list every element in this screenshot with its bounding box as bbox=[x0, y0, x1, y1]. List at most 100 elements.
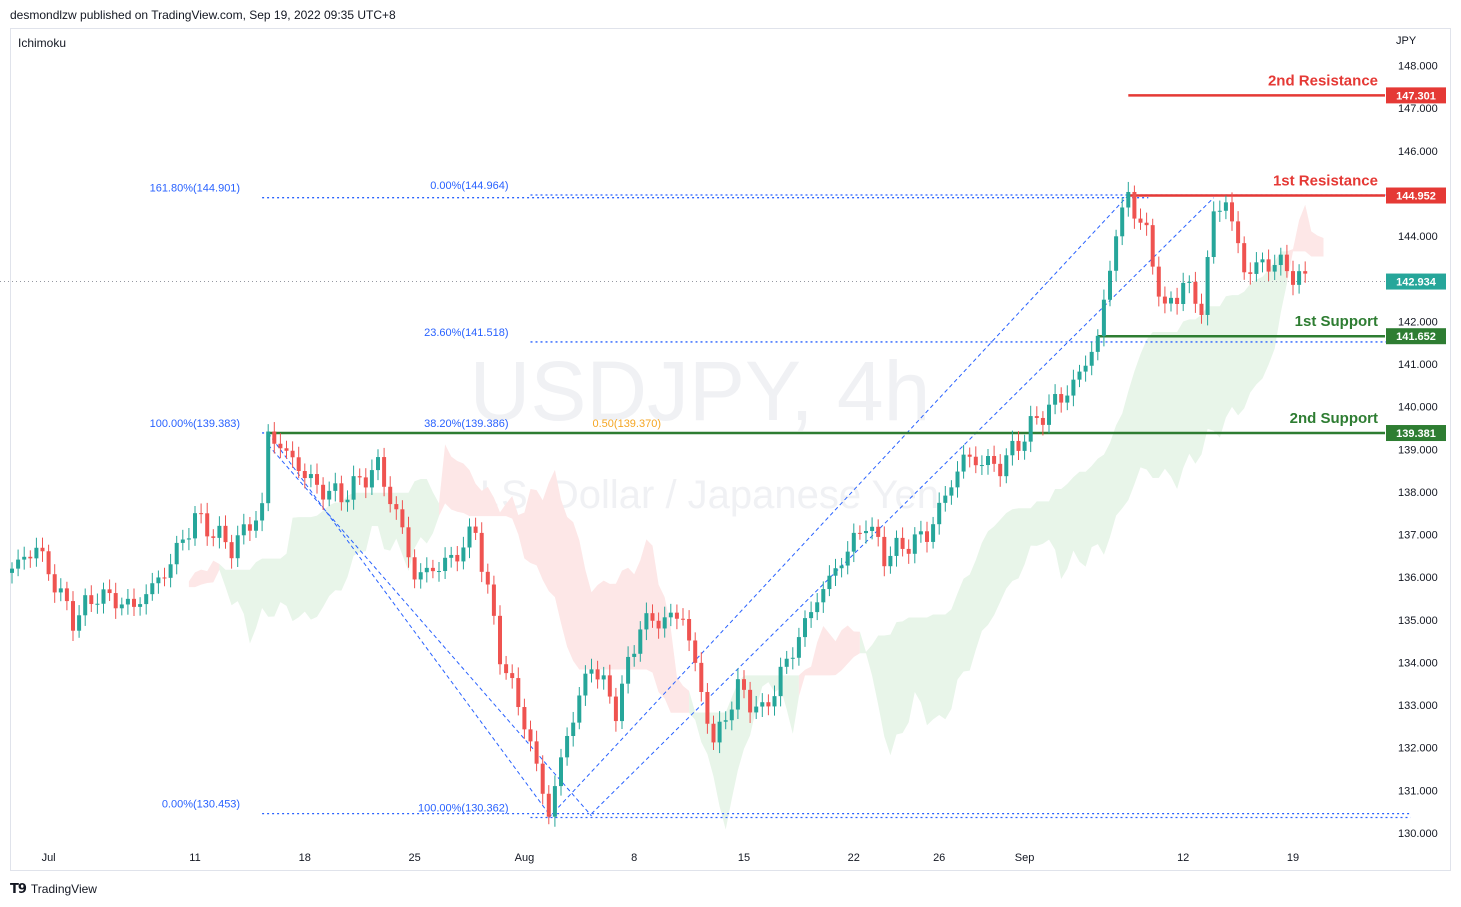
candle-up bbox=[1187, 281, 1192, 283]
candle-up bbox=[821, 589, 826, 603]
candle-up bbox=[839, 565, 844, 569]
candle-up bbox=[424, 567, 429, 573]
chart-frame bbox=[10, 28, 1451, 871]
candle-down bbox=[1150, 225, 1155, 267]
candle-up bbox=[1205, 257, 1210, 315]
candle-up bbox=[1120, 207, 1125, 237]
fib-overlap-label: 0.50(139.370) bbox=[593, 418, 662, 430]
candle-down bbox=[40, 547, 45, 552]
candle-up bbox=[443, 557, 448, 572]
candle-up bbox=[437, 571, 441, 573]
price-tick-label: 140.000 bbox=[1398, 402, 1438, 414]
candle-down bbox=[1248, 272, 1253, 274]
footer[interactable]: 𝗧𝟵 TradingView bbox=[10, 881, 97, 897]
candle-up bbox=[150, 583, 155, 595]
candle-up bbox=[552, 786, 557, 817]
candle-down bbox=[473, 526, 478, 533]
candle-up bbox=[34, 547, 39, 559]
candles bbox=[10, 181, 1308, 827]
price-axis[interactable]: 130.000 131.000 132.000 133.000 134.000 135.0… bbox=[1398, 61, 1438, 840]
candle-up bbox=[815, 602, 820, 613]
candle-up bbox=[760, 702, 765, 707]
price-tick-label: 147.000 bbox=[1398, 103, 1438, 115]
candle-down bbox=[656, 620, 661, 629]
candle-down bbox=[107, 589, 112, 594]
candle-down bbox=[229, 542, 234, 559]
candle-up bbox=[83, 595, 88, 616]
candle-down bbox=[973, 456, 978, 466]
candle-down bbox=[394, 504, 399, 510]
candle-up bbox=[58, 588, 63, 593]
candle-down bbox=[278, 443, 283, 449]
price-tag-box bbox=[1386, 425, 1446, 442]
candle-up bbox=[1083, 365, 1088, 372]
candle-down bbox=[857, 532, 862, 534]
candle-up bbox=[376, 457, 380, 471]
indicator-label[interactable]: Ichimoku bbox=[18, 36, 67, 50]
time-tick-label: Jul bbox=[42, 852, 56, 864]
price-tag-box bbox=[1386, 87, 1446, 104]
price-tags: 147.301 144.952 141.652 139.381 142.934 bbox=[1386, 87, 1446, 442]
candle-down bbox=[1034, 416, 1039, 418]
publish-info: desmondlzw published on TradingView.com,… bbox=[10, 8, 396, 22]
candle-down bbox=[290, 450, 295, 458]
candle-up bbox=[1010, 440, 1015, 456]
candle-up bbox=[327, 490, 332, 500]
price-tag-label: 142.934 bbox=[1396, 277, 1437, 289]
candle-down bbox=[705, 691, 710, 724]
candle-down bbox=[1284, 254, 1289, 272]
candle-up bbox=[351, 476, 356, 500]
candle-up bbox=[632, 653, 637, 657]
candle-down bbox=[681, 618, 685, 620]
candle-up bbox=[620, 683, 624, 722]
candle-up bbox=[601, 675, 606, 680]
cloud-bullish bbox=[859, 251, 1287, 756]
candle-up bbox=[638, 629, 643, 654]
candle-down bbox=[339, 483, 344, 503]
candle-up bbox=[168, 564, 173, 578]
candle-down bbox=[748, 689, 753, 713]
candle-up bbox=[986, 456, 990, 466]
candle-down bbox=[52, 574, 57, 593]
candle-down bbox=[199, 513, 204, 515]
candle-up bbox=[559, 757, 563, 787]
candle-down bbox=[1138, 218, 1143, 223]
time-tick-label: 11 bbox=[189, 852, 200, 864]
candle-down bbox=[321, 484, 326, 500]
time-tick-label: 19 bbox=[1287, 852, 1299, 864]
currency-label: JPY bbox=[1396, 35, 1417, 47]
level-name: 1st Resistance bbox=[1273, 173, 1378, 190]
candle-down bbox=[211, 536, 216, 538]
time-axis[interactable]: Jul 11 18 25 Aug 8 15 22 26 Sep 12 19 bbox=[42, 852, 1300, 864]
candle-down bbox=[687, 618, 692, 641]
candle-down bbox=[900, 537, 905, 549]
price-tag-box bbox=[1386, 187, 1446, 204]
candle-down bbox=[1230, 202, 1234, 222]
price-tick-label: 135.000 bbox=[1398, 615, 1438, 627]
candle-up bbox=[662, 617, 667, 629]
candle-down bbox=[925, 531, 929, 542]
candle-down bbox=[906, 548, 911, 554]
candle-down bbox=[382, 457, 387, 487]
candle-down bbox=[485, 571, 490, 585]
candle-down bbox=[46, 551, 51, 575]
candle-up bbox=[870, 526, 875, 531]
candle-down bbox=[302, 471, 307, 479]
candle-down bbox=[546, 793, 551, 817]
candle-down bbox=[699, 662, 704, 692]
cloud-bullish bbox=[219, 478, 439, 644]
candle-up bbox=[1223, 202, 1228, 211]
candle-down bbox=[1266, 259, 1271, 272]
candle-down bbox=[1040, 417, 1045, 425]
level-name: 2nd Support bbox=[1290, 410, 1378, 427]
candle-up bbox=[1169, 297, 1173, 304]
price-tag-label: 147.301 bbox=[1396, 90, 1436, 102]
candle-up bbox=[95, 603, 100, 605]
candle-up bbox=[565, 735, 570, 758]
time-tick-label: 18 bbox=[299, 852, 311, 864]
candle-up bbox=[254, 520, 258, 531]
candle-down bbox=[540, 763, 545, 794]
watermark-symbol: USDJPY, 4h bbox=[470, 344, 931, 438]
time-tick-label: Aug bbox=[515, 852, 535, 864]
